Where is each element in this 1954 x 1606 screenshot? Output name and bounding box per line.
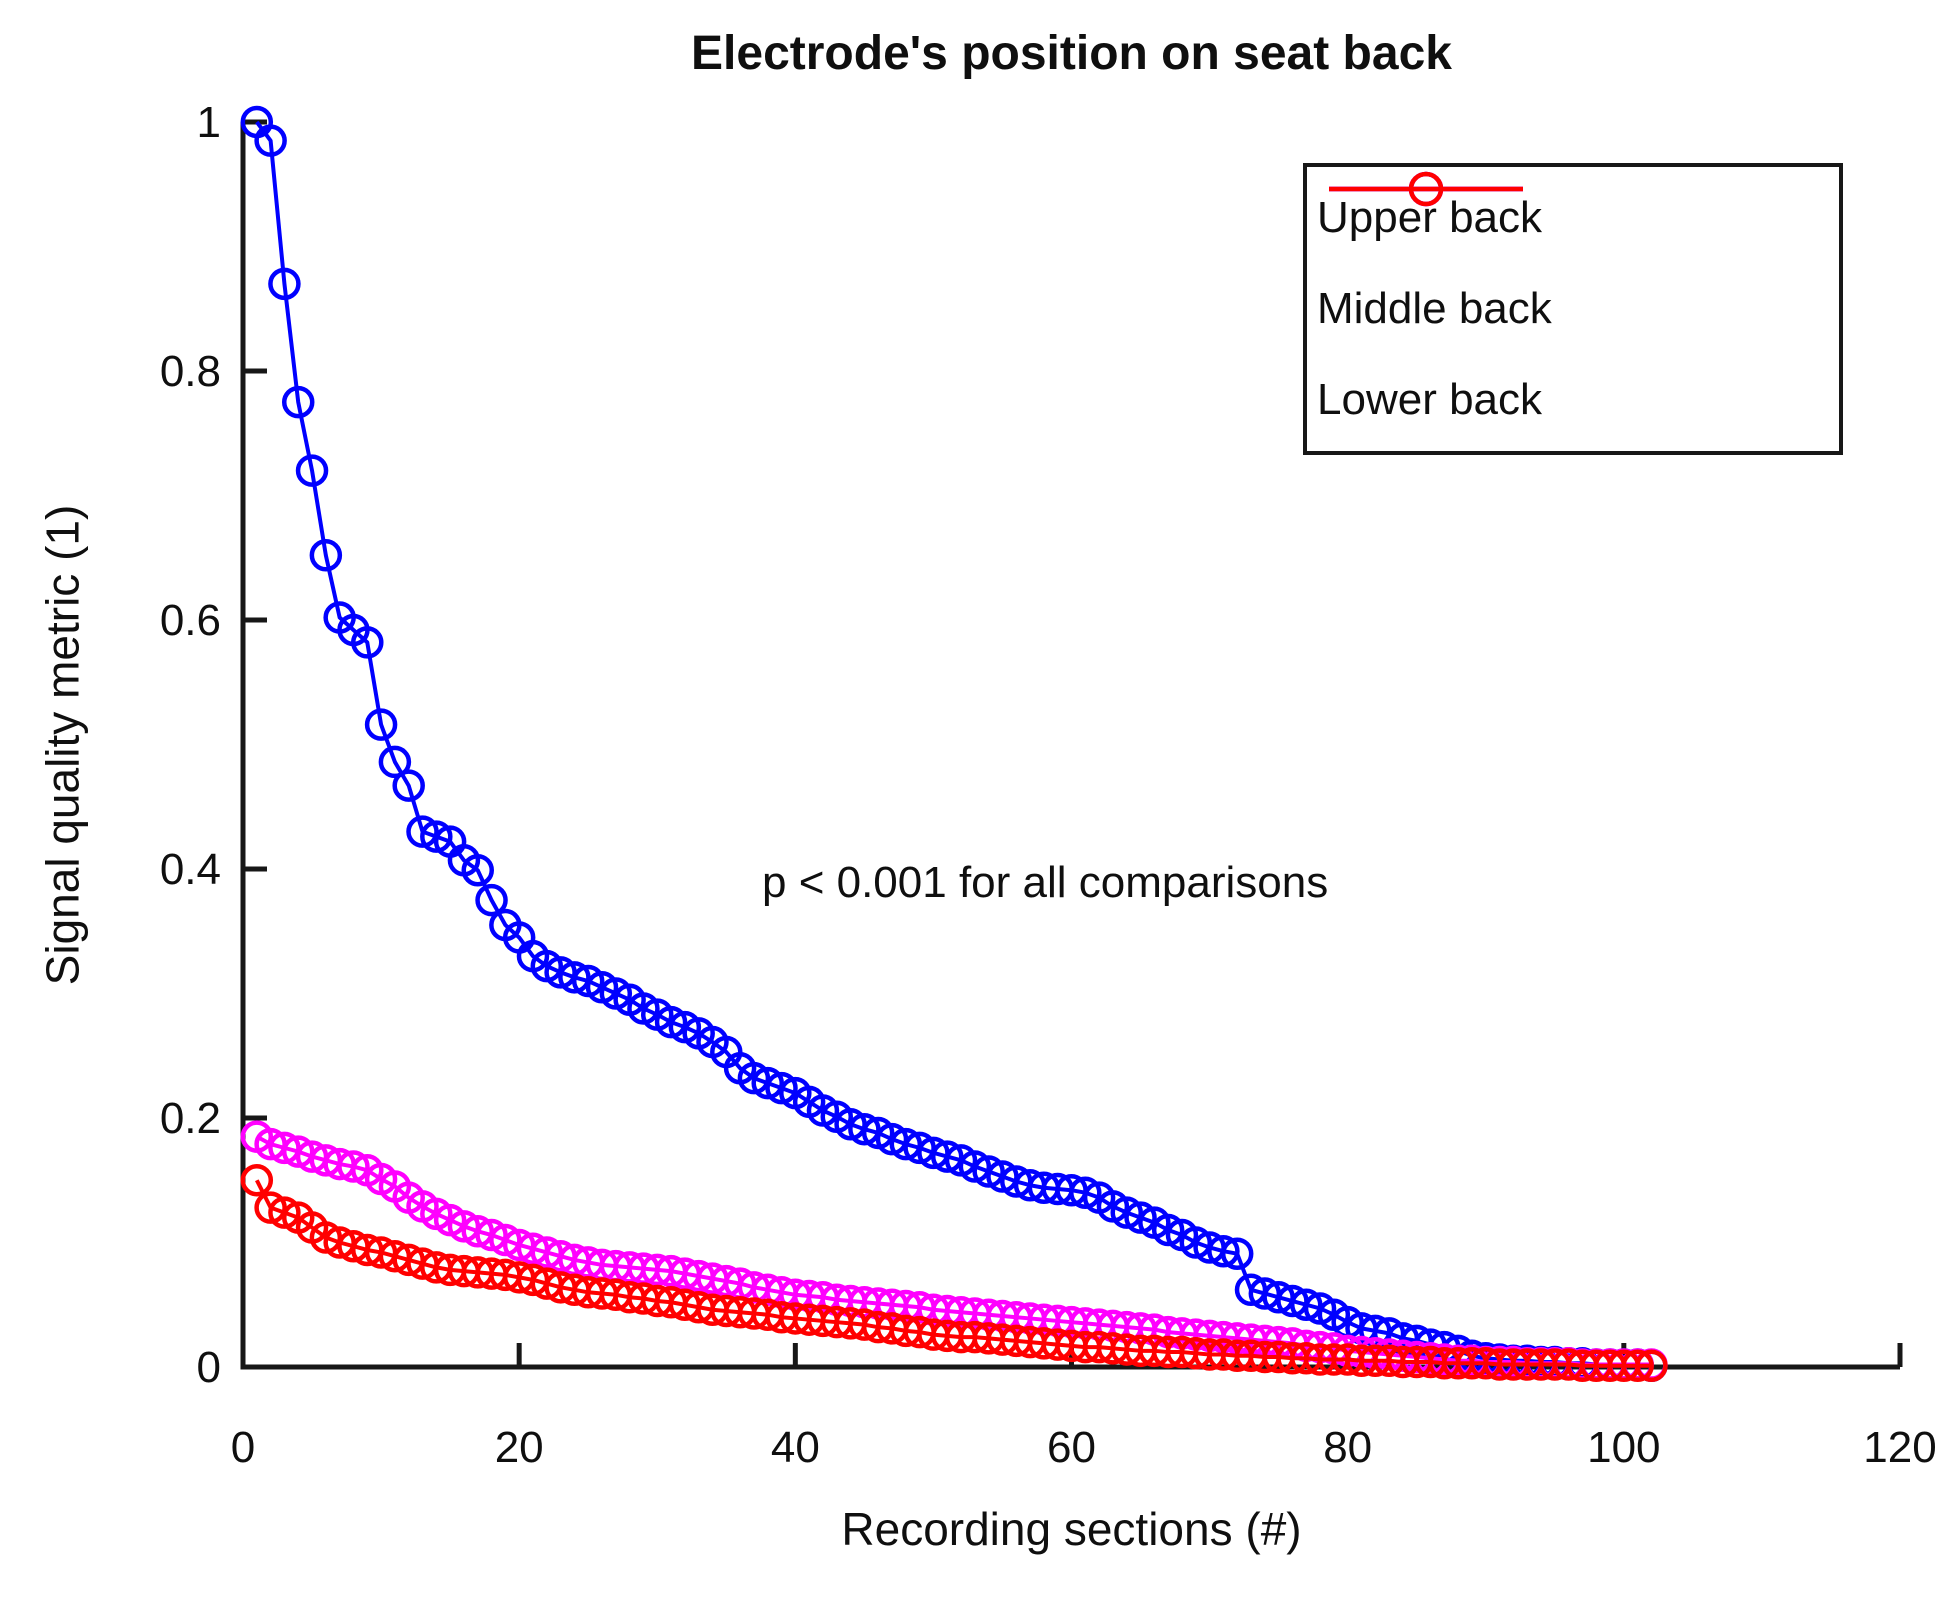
x-tick-label: 0 bbox=[231, 1423, 255, 1472]
data-point-marker bbox=[268, 1196, 301, 1229]
x-axis-label: Recording sections (#) bbox=[841, 1503, 1302, 1555]
y-tick-label: 0.2 bbox=[160, 1094, 221, 1143]
data-point-marker bbox=[1124, 1201, 1157, 1234]
data-point-marker bbox=[461, 853, 494, 887]
x-tick-label: 40 bbox=[771, 1423, 820, 1472]
data-point-marker bbox=[295, 454, 329, 487]
data-point-marker bbox=[420, 820, 453, 853]
data-point-marker bbox=[1220, 1237, 1254, 1270]
legend-sample-lower-back bbox=[1329, 171, 1523, 207]
x-tick-label: 120 bbox=[1863, 1423, 1936, 1472]
data-point-marker bbox=[309, 539, 343, 572]
data-point-marker bbox=[930, 1140, 964, 1173]
data-point-marker bbox=[972, 1155, 1005, 1188]
x-tick-label: 80 bbox=[1323, 1423, 1372, 1472]
x-tick-label: 20 bbox=[495, 1423, 544, 1472]
data-point-marker bbox=[351, 626, 384, 659]
y-tick-label: 0.8 bbox=[160, 347, 221, 396]
data-point-marker bbox=[1110, 1196, 1143, 1229]
data-point-marker bbox=[765, 1071, 798, 1105]
legend-marker-sample bbox=[1408, 171, 1444, 207]
data-point-marker bbox=[1621, 1349, 1654, 1383]
y-tick-label: 0.4 bbox=[160, 845, 221, 894]
significance-annotation: p < 0.001 for all comparisons bbox=[762, 858, 1329, 907]
data-point-marker bbox=[392, 769, 425, 802]
data-point-marker bbox=[475, 883, 508, 917]
x-tick-label: 60 bbox=[1047, 1423, 1096, 1472]
data-point-marker bbox=[848, 1112, 881, 1146]
data-point-marker bbox=[281, 385, 315, 419]
data-point-marker bbox=[254, 1191, 287, 1224]
y-tick-label: 0.6 bbox=[160, 596, 221, 645]
data-point-marker bbox=[654, 1005, 688, 1039]
data-point-marker bbox=[1207, 1234, 1240, 1268]
legend-item-middle-back: Middle back bbox=[1307, 171, 1839, 353]
data-point-marker bbox=[364, 708, 398, 741]
data-point-marker bbox=[1635, 1349, 1668, 1383]
data-point-marker bbox=[751, 1066, 784, 1100]
data-point-marker bbox=[240, 1164, 274, 1197]
legend-label: Lower back bbox=[1317, 374, 1543, 424]
data-point-marker bbox=[337, 1150, 370, 1183]
data-point-marker bbox=[1069, 1176, 1102, 1209]
data-point-marker bbox=[1289, 1288, 1323, 1321]
data-point-marker bbox=[254, 124, 287, 157]
data-point-marker bbox=[558, 961, 591, 994]
data-point-marker bbox=[475, 1218, 508, 1252]
y-tick-label: 1 bbox=[197, 98, 221, 147]
data-point-marker bbox=[268, 267, 301, 301]
legend-label: Middle back bbox=[1317, 283, 1552, 333]
legend-item-lower-back: Lower back bbox=[1307, 171, 1839, 444]
data-point-marker bbox=[1151, 1213, 1185, 1247]
y-axis-label: Signal quality metric (1) bbox=[36, 504, 89, 986]
data-point-marker bbox=[737, 1061, 771, 1095]
legend-box: Upper back Middle back Lower back bbox=[1303, 163, 1843, 455]
y-tick-label: 0 bbox=[197, 1343, 221, 1392]
data-point-marker bbox=[378, 745, 412, 779]
chart-title: Electrode's position on seat back bbox=[691, 27, 1452, 80]
data-point-marker bbox=[958, 1150, 992, 1183]
x-tick-label: 100 bbox=[1587, 1423, 1660, 1472]
data-point-marker bbox=[406, 815, 439, 848]
